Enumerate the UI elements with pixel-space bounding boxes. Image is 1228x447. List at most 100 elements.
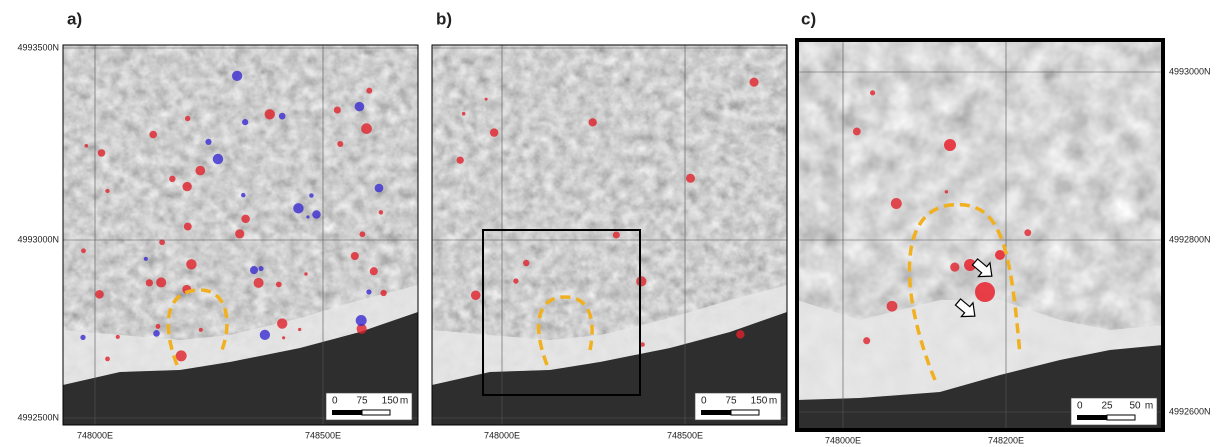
change-blob — [1024, 229, 1031, 236]
page: {"panels": [ {"label": "a)", "y_labels":… — [0, 0, 1228, 447]
change-blob — [254, 278, 264, 288]
scale-tick-label: 0 — [332, 396, 338, 407]
map-panel — [797, 40, 1163, 430]
change-blob — [334, 106, 341, 113]
change-blob — [462, 112, 466, 116]
change-blob — [380, 290, 386, 296]
change-blob — [195, 166, 205, 176]
change-blob — [95, 290, 104, 299]
change-blob — [366, 289, 371, 294]
panel-label: a) — [67, 9, 82, 28]
change-blob — [105, 189, 109, 193]
change-blob — [337, 141, 343, 147]
change-blob — [995, 250, 1005, 260]
change-blob — [304, 272, 307, 275]
scale-tick-label: 150 — [382, 396, 399, 407]
change-blob — [686, 174, 695, 183]
scale-unit: m — [1145, 401, 1153, 412]
change-blob — [293, 203, 303, 213]
change-blob — [490, 128, 498, 136]
scale-tick-label: 0 — [701, 396, 707, 407]
change-blob — [153, 330, 160, 337]
change-blob — [279, 113, 286, 120]
change-blob — [276, 282, 282, 288]
scale-tick-label: 75 — [356, 396, 368, 407]
change-blob — [149, 131, 157, 139]
scale-bar — [362, 410, 390, 415]
change-blob — [636, 276, 646, 286]
change-blob — [250, 266, 258, 274]
x-coordinate-label: 748500E — [667, 430, 703, 440]
change-blob — [375, 184, 384, 193]
change-blob — [116, 335, 120, 339]
change-blob — [84, 144, 88, 148]
change-blob — [176, 350, 187, 361]
change-blob — [81, 248, 86, 253]
x-coordinate-label: 748000E — [825, 435, 861, 445]
change-blob — [232, 71, 242, 81]
change-blob — [241, 215, 250, 224]
x-coordinate-label: 748000E — [77, 430, 113, 440]
map-panel — [432, 45, 787, 425]
change-blob — [182, 182, 191, 191]
change-blob — [640, 342, 645, 347]
change-blob — [361, 123, 372, 134]
scale-bar — [701, 410, 731, 415]
change-blob — [736, 330, 744, 338]
change-blob — [853, 128, 861, 136]
scale-bar — [1077, 415, 1107, 420]
change-blob — [863, 337, 870, 344]
y-coordinate-label: 4993000N — [1169, 66, 1211, 76]
scale-unit: m — [769, 396, 777, 407]
scale-tick-label: 50 — [1129, 401, 1141, 412]
change-blob — [146, 279, 153, 286]
change-blob — [277, 318, 287, 328]
change-blob — [944, 139, 956, 151]
change-blob — [366, 88, 372, 94]
change-blob — [306, 215, 309, 218]
change-blob — [199, 328, 203, 332]
change-blob — [312, 210, 321, 219]
scale-tick-label: 75 — [725, 396, 737, 407]
y-coordinate-label: 4992600N — [1169, 406, 1211, 416]
y-coordinate-label: 4993500N — [17, 42, 59, 52]
change-blob — [80, 335, 85, 340]
change-blob — [613, 232, 620, 239]
change-blob — [945, 190, 948, 193]
change-blob — [370, 267, 378, 275]
scale-tick-label: 25 — [1101, 401, 1113, 412]
scale-bar — [332, 410, 362, 415]
change-blob — [144, 257, 148, 261]
change-blob — [309, 193, 314, 198]
y-coordinate-label: 4992800N — [1169, 234, 1211, 244]
change-blob — [298, 328, 301, 331]
change-blob — [213, 154, 223, 164]
figure: a) 4993500N 4993000N 4992500N 748000E 748500E… — [0, 0, 1228, 447]
scale-bar — [1107, 415, 1135, 420]
change-blob — [260, 330, 270, 340]
change-blob — [513, 278, 518, 283]
change-blob — [975, 282, 995, 302]
change-blob — [169, 176, 175, 182]
change-blob — [457, 157, 464, 164]
change-blob — [156, 277, 166, 287]
change-blob — [750, 78, 759, 87]
change-blob — [870, 90, 875, 95]
x-coordinate-label: 748200E — [988, 435, 1024, 445]
change-blob — [379, 210, 383, 214]
x-coordinate-label: 748500E — [305, 430, 341, 440]
change-blob — [523, 260, 529, 266]
y-coordinate-label: 4993000N — [17, 234, 59, 244]
change-blob — [105, 357, 110, 362]
scale-tick-label: 150 — [751, 396, 768, 407]
scale-bar — [731, 410, 759, 415]
y-coordinate-label: 4992500N — [17, 412, 59, 422]
scale-unit: m — [400, 396, 408, 407]
change-blob — [589, 118, 597, 126]
change-blob — [891, 198, 902, 209]
change-blob — [356, 315, 367, 326]
change-blob — [185, 116, 190, 121]
x-coordinate-label: 748000E — [484, 430, 520, 440]
change-blob — [485, 98, 488, 101]
map-panel — [63, 45, 418, 425]
